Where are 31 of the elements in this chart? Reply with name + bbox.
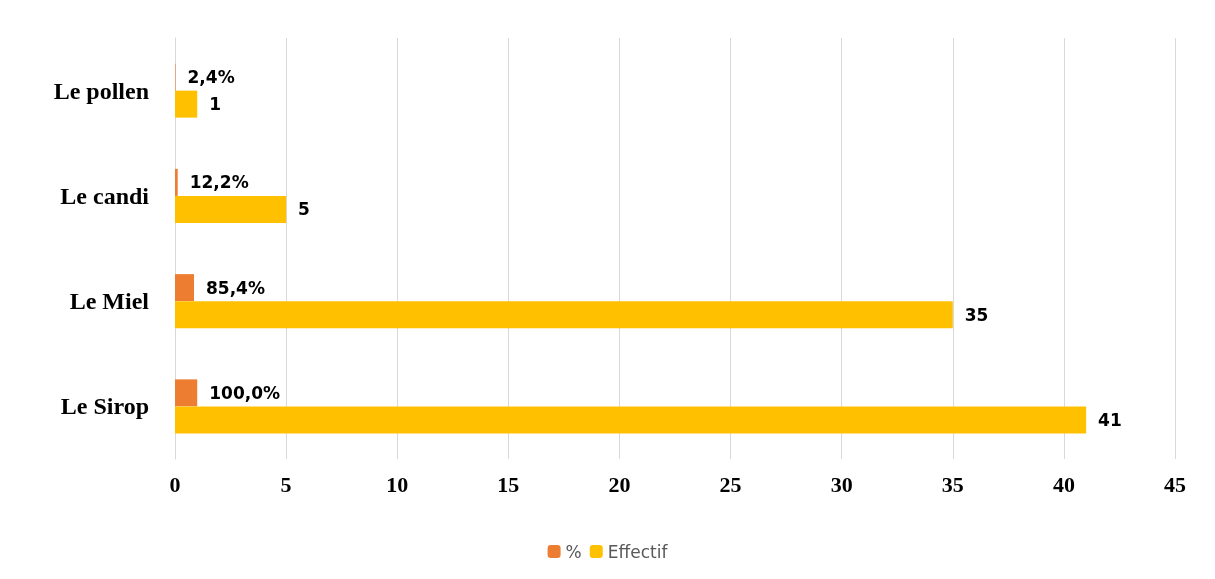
legend-label: Effectif: [607, 541, 669, 562]
bar: [175, 406, 1087, 434]
x-tick-label: 25: [719, 471, 742, 497]
x-tick-label: 10: [386, 471, 409, 497]
y-tick-label: Le Sirop: [60, 393, 149, 420]
x-tick-label: 0: [169, 471, 181, 497]
bar: [175, 301, 953, 329]
data-label: 2,4%: [187, 67, 235, 88]
legend-label: %: [565, 541, 582, 562]
x-tick-label: 15: [497, 471, 520, 497]
data-label: 85,4%: [205, 277, 265, 298]
x-tick-label: 20: [608, 471, 631, 497]
bar: [175, 274, 194, 302]
data-label: 41: [1098, 409, 1122, 430]
x-tick-label: 40: [1052, 471, 1075, 497]
x-tick-label: 30: [830, 471, 853, 497]
y-tick-label: Le pollen: [53, 77, 149, 104]
bar: [175, 90, 198, 118]
x-tick-label: 45: [1164, 471, 1186, 497]
y-tick-label: Le candi: [60, 182, 150, 209]
bar: [175, 195, 287, 223]
x-tick-label: 35: [941, 471, 964, 497]
bar: [175, 168, 178, 196]
data-label: 1: [209, 94, 222, 115]
data-label: 35: [964, 304, 989, 325]
data-label: 12,2%: [189, 172, 249, 193]
data-label: 100,0%: [209, 382, 281, 403]
x-tick-label: 5: [280, 471, 292, 497]
y-tick-label: Le Miel: [69, 288, 150, 315]
bar: [175, 379, 198, 407]
data-label: 5: [298, 199, 310, 220]
